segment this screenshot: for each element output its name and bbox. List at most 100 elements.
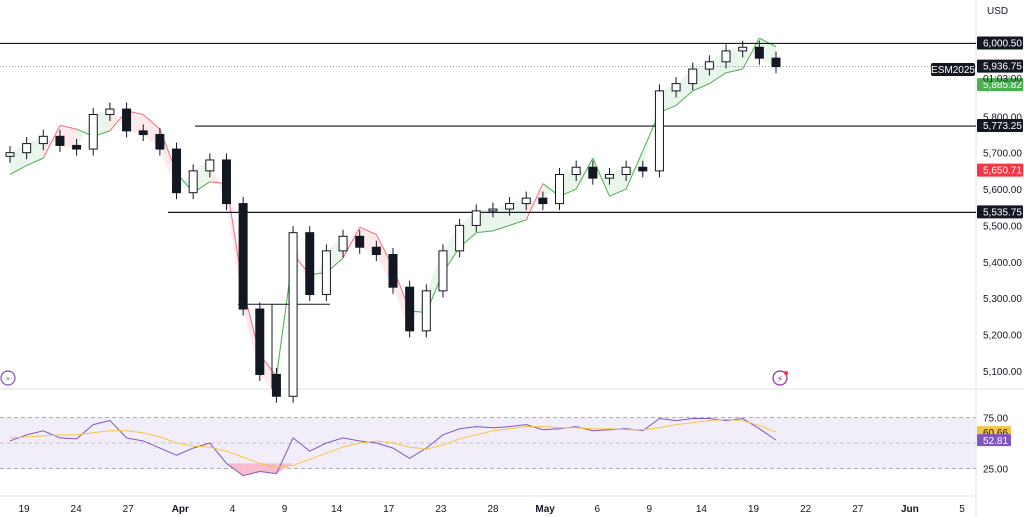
trend-line-segment bbox=[709, 72, 727, 85]
candle-body bbox=[555, 174, 565, 205]
rsi-pane bbox=[0, 417, 976, 477]
trend-line-segment bbox=[609, 188, 627, 197]
candle-body bbox=[305, 232, 315, 295]
rsi-tag-label: 60.66 bbox=[983, 428, 1008, 439]
candle-body bbox=[654, 90, 664, 172]
candle-body bbox=[771, 57, 781, 68]
trend-line-segment bbox=[476, 230, 493, 234]
candle-body bbox=[588, 166, 598, 179]
trend-line-segment bbox=[359, 226, 377, 235]
time-tick-label: 22 bbox=[800, 504, 812, 515]
currency-label[interactable]: USD bbox=[987, 6, 1008, 17]
trend-line-segment bbox=[42, 125, 61, 159]
price-tag-label: 5,885.82 bbox=[983, 80, 1022, 91]
candle-body bbox=[355, 235, 365, 248]
price-tick-label: 5,400.00 bbox=[983, 258, 1022, 269]
candle-body bbox=[455, 224, 465, 252]
candle-body bbox=[371, 246, 381, 255]
price-axis[interactable]: 5,800.00 5,700.00 5,600.00 5,500.00 5,400.00… bbox=[977, 36, 1023, 378]
trend-line-segment bbox=[492, 224, 510, 232]
candle-body bbox=[238, 203, 248, 310]
price-tag bbox=[977, 78, 1023, 92]
price-tick-label: 5,800.00 bbox=[983, 112, 1022, 123]
price-tag-label: 5,936.75 bbox=[983, 62, 1022, 73]
trend-line-segment bbox=[59, 124, 77, 130]
candle-body bbox=[688, 68, 698, 85]
candle-body bbox=[221, 159, 231, 205]
candle-body bbox=[388, 253, 398, 288]
rsi-tag bbox=[977, 434, 1011, 447]
price-tick-label: 5,600.00 bbox=[983, 185, 1022, 196]
candle-body bbox=[538, 197, 548, 205]
candle-body bbox=[55, 135, 65, 146]
candle-body bbox=[505, 203, 515, 210]
candle-body bbox=[172, 148, 182, 194]
candles bbox=[5, 40, 781, 403]
candle-body bbox=[105, 108, 115, 116]
bar-countdown: 01:03:00 bbox=[983, 74, 1022, 85]
candle-body bbox=[205, 159, 215, 172]
candle-body bbox=[321, 250, 331, 295]
trend-band-segment bbox=[293, 232, 310, 295]
candle-body bbox=[138, 130, 148, 136]
price-tag-label: 5,650.71 bbox=[983, 166, 1022, 177]
rsi-tick-label: 75.00 bbox=[983, 414, 1008, 425]
time-tick-label: 5 bbox=[959, 504, 965, 515]
candle-body bbox=[38, 135, 48, 145]
price-tag bbox=[977, 163, 1023, 177]
trend-band-segment bbox=[76, 114, 94, 150]
candle-body bbox=[405, 286, 415, 332]
time-tick-label: 23 bbox=[435, 504, 447, 515]
time-tick-label: 14 bbox=[696, 504, 708, 515]
candle-body bbox=[471, 210, 481, 226]
price-tag-label: 5,535.75 bbox=[983, 207, 1022, 218]
rsi-oversold-fill bbox=[276, 463, 294, 474]
candle-body bbox=[571, 166, 581, 176]
price-tag-label: 5,773.25 bbox=[983, 121, 1022, 132]
price-tick-label: 5,500.00 bbox=[983, 221, 1022, 232]
trend-line-segment bbox=[575, 157, 594, 190]
candle-body bbox=[621, 166, 631, 176]
candle-body bbox=[122, 108, 132, 132]
candle-body bbox=[638, 166, 648, 172]
price-tick-label: 5,100.00 bbox=[983, 367, 1022, 378]
trend-line-segment bbox=[725, 68, 743, 74]
svg-text:⚡: ⚡ bbox=[777, 375, 783, 385]
time-tick-label: 19 bbox=[748, 504, 760, 515]
trend-line-segment bbox=[342, 226, 361, 259]
time-axis[interactable]: 19 24 27 Apr 4 9 14 17 23 28 May 6 9 14 19 22 27 Jun 5 bbox=[18, 504, 965, 515]
trend-band-segment bbox=[409, 290, 427, 331]
time-tick-label: Apr bbox=[172, 504, 189, 515]
alert-icon[interactable]: ⚡ bbox=[772, 370, 788, 386]
time-tick-label: 9 bbox=[282, 504, 288, 515]
candle-body bbox=[255, 308, 265, 375]
candle-body bbox=[22, 143, 32, 154]
trend-line-segment bbox=[9, 164, 27, 175]
time-tick-label: Jun bbox=[901, 504, 919, 515]
price-tick-label: 5,300.00 bbox=[983, 294, 1022, 305]
candle-body bbox=[188, 170, 198, 194]
rsi-oversold-fill bbox=[243, 463, 260, 476]
candle-body bbox=[488, 208, 498, 212]
time-tick-label: 4 bbox=[230, 504, 236, 515]
symbol-tag[interactable]: ESM2025 bbox=[931, 63, 975, 76]
trend-line-segment bbox=[625, 150, 644, 190]
time-tick-label: 9 bbox=[647, 504, 653, 515]
rsi-tag-label: 52.81 bbox=[983, 436, 1008, 447]
time-tick-label: 24 bbox=[71, 504, 83, 515]
trend-line-segment bbox=[692, 83, 710, 92]
time-tick-label: 27 bbox=[852, 504, 864, 515]
candle-body bbox=[521, 197, 531, 205]
price-tag bbox=[977, 59, 1023, 73]
candle-body bbox=[438, 250, 448, 292]
candle-body bbox=[754, 46, 764, 59]
price-tag-label: 6,000.50 bbox=[983, 38, 1022, 49]
replay-icon[interactable]: » bbox=[0, 370, 16, 386]
time-tick-label: 14 bbox=[331, 504, 343, 515]
candle-body bbox=[721, 50, 731, 63]
candle-body bbox=[704, 61, 714, 70]
candle-body bbox=[271, 373, 281, 397]
time-tick-label: 28 bbox=[487, 504, 499, 515]
